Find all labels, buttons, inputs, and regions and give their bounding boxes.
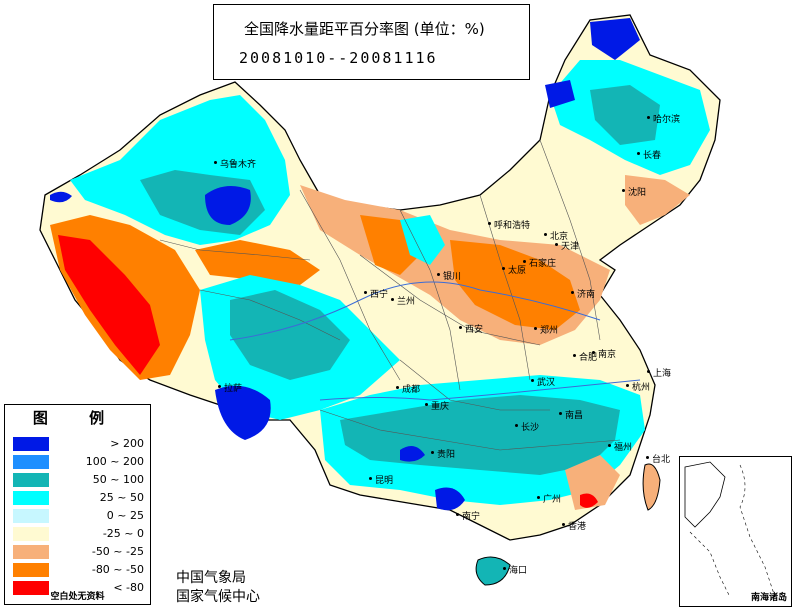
city-changsha: 长沙 [514,420,539,433]
legend-swatch [13,527,49,541]
city-xining: 西宁 [363,287,388,300]
legend-label: -50 ~ -25 [91,545,144,558]
legend: 图 例 > 200 100 ~ 200 50 ~ 100 25 ~ 50 0 ~… [4,404,151,605]
city-lasa: 拉萨 [217,381,242,394]
title-box: 全国降水量距平百分率图 (单位：%) 20081010--20081116 [213,4,530,80]
inset-label: 南海诸岛 [750,593,787,603]
legend-label: 100 ~ 200 [85,455,144,468]
city-chongqing: 重庆 [424,399,449,412]
legend-swatch [13,437,49,451]
zone-teal-northeast [590,85,660,145]
zone-taiwan [642,463,661,511]
legend-swatch [13,509,49,523]
legend-swatch [13,581,49,595]
zone-orange-fujian [565,455,620,510]
legend-row: 25 ~ 50 [13,491,148,505]
city-shijiazhuang: 石家庄 [522,256,556,269]
zone-blue-lhasa [215,385,271,440]
city-kunming: 昆明 [368,473,393,486]
city-huhehaote: 呼和浩特 [487,218,530,231]
zone-blue-xinjiang [205,186,251,225]
city-xianggang: 香港 [561,519,586,532]
city-nanning: 南宁 [455,509,480,522]
credit-cma: 中国气象局 [176,570,246,586]
city-jinan: 济南 [570,287,595,300]
legend-row: 100 ~ 200 [13,455,148,469]
city-xian: 西安 [458,322,483,335]
city-zhengzhou: 郑州 [533,323,558,336]
credit-ncc: 国家气候中心 [176,589,260,605]
city-tianjin: 天津 [554,239,579,252]
legend-row: > 200 [13,437,148,451]
legend-label: 25 ~ 50 [99,491,144,504]
legend-swatch [13,491,49,505]
legend-label: > 200 [110,437,144,450]
city-fuzhou: 福州 [607,440,632,453]
city-taiyuan: 太原 [501,263,526,276]
legend-label: 0 ~ 25 [106,509,144,522]
zone-deep-orange-central [450,240,580,330]
zone-blue-guiyang [400,446,425,462]
city-beijing: 北京 [543,229,568,242]
city-wulumuqi: 乌鲁木齐 [213,157,256,170]
city-guiyang: 贵阳 [430,447,455,460]
zone-red-fujian [580,493,598,508]
province-borders [159,139,621,451]
legend-row: 0 ~ 25 [13,509,148,523]
city-hangzhou: 杭州 [625,380,650,393]
city-haikou: 海口 [502,563,527,576]
legend-title: 图 例 [32,409,123,427]
legend-row: 50 ~ 100 [13,473,148,487]
inset-map [684,461,776,598]
legend-label: < -80 [113,581,144,594]
city-lanzhou: 兰州 [390,294,415,307]
south-china-sea-inset: 南海诸岛 [679,456,792,607]
zone-red-west [58,235,160,375]
city-hefei: 合肥 [572,350,597,363]
city-shanghai: 上海 [646,366,671,379]
city-wuhan: 武汉 [530,375,555,388]
city-chengdu: 成都 [395,382,420,395]
city-nanchang: 南昌 [558,408,583,421]
legend-label: -80 ~ -50 [91,563,144,576]
zone-hainan [475,556,511,586]
city-shenyang: 沈阳 [621,185,646,198]
zone-blue-northeast-left [545,80,575,108]
date-range: 20081010--20081116 [239,49,438,67]
rivers [229,281,641,401]
legend-swatch [13,563,49,577]
legend-swatch [13,473,49,487]
legend-label: -25 ~ 0 [102,527,144,540]
zone-teal-tibet [230,290,350,380]
legend-note: 空白处无资料 [50,592,105,602]
legend-label: 50 ~ 100 [92,473,144,486]
city-guangzhou: 广州 [536,492,561,505]
zone-orange-south-xinjiang [195,240,320,285]
legend-swatch [13,545,49,559]
map-title: 全国降水量距平百分率图 (单位：%) [244,20,485,38]
legend-row: -25 ~ 0 [13,527,148,541]
legend-swatch [13,455,49,469]
legend-row: < -80 [13,581,148,595]
city-haerbin: 哈尔滨 [646,112,680,125]
city-taibei: 台北 [645,452,670,465]
legend-row: -50 ~ -25 [13,545,148,559]
city-yinchuan: 银川 [436,269,461,282]
zone-orange-liaoning [625,175,690,225]
zone-blue-northeast-top [590,18,640,60]
zone-cyan-center [400,215,445,265]
legend-row: -80 ~ -50 [13,563,148,577]
city-changchun: 长春 [636,148,661,161]
zone-blue-nanning [435,487,465,511]
city-nanjing: 南京 [591,347,616,360]
zone-blue-westtip [50,191,72,203]
